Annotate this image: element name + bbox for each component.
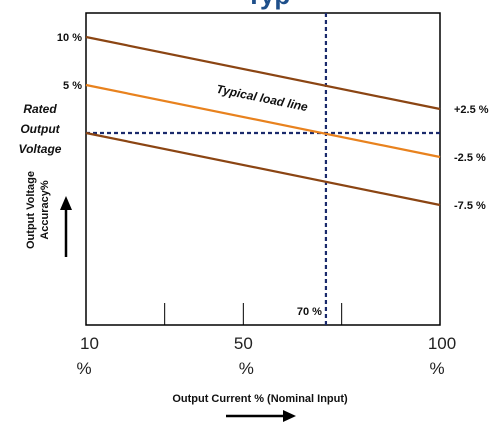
y-axis-label: Output Voltage Accuracy%: [25, 171, 51, 249]
x-tick-unit-2: %: [429, 359, 444, 378]
series-line-upper: [85, 35, 441, 111]
y-axis-label-line-2: Accuracy%: [39, 180, 51, 240]
rated-output-voltage-label-2: Voltage: [19, 142, 62, 156]
y-axis-label-line-1: Output Voltage: [25, 171, 37, 249]
x-tick-label-0: 10: [80, 334, 99, 353]
right-axis-label-2: -7.5 %: [454, 200, 486, 212]
rated-output-voltage-label-0: Rated: [23, 102, 57, 116]
title-fragment: Typ: [246, 0, 290, 10]
right-axis-label-1: -2.5 %: [454, 152, 486, 164]
x-axis-arrow: [226, 410, 296, 422]
series-line-typical: [85, 83, 441, 159]
rated-output-voltage-label-1: Output: [20, 122, 60, 136]
typical-load-line-label: Typical load line: [215, 82, 309, 114]
x-axis-label: Output Current % (Nominal Input): [172, 393, 348, 405]
reference-line-label: 70 %: [297, 306, 322, 318]
left-axis-label-1: 5 %: [63, 80, 82, 92]
y-axis-arrow: [60, 196, 72, 257]
plot-area: 70 % Typical load line: [85, 12, 441, 326]
left-axis-label-0: 10 %: [57, 32, 82, 44]
series-line-lower: [85, 131, 441, 207]
plot-frame: [85, 12, 441, 326]
x-tick-unit-0: %: [76, 359, 91, 378]
x-tick-label-2: 100: [428, 334, 456, 353]
x-tick-label-1: 50: [234, 334, 253, 353]
x-tick-unit-1: %: [239, 359, 254, 378]
right-axis-label-0: +2.5 %: [454, 104, 489, 116]
